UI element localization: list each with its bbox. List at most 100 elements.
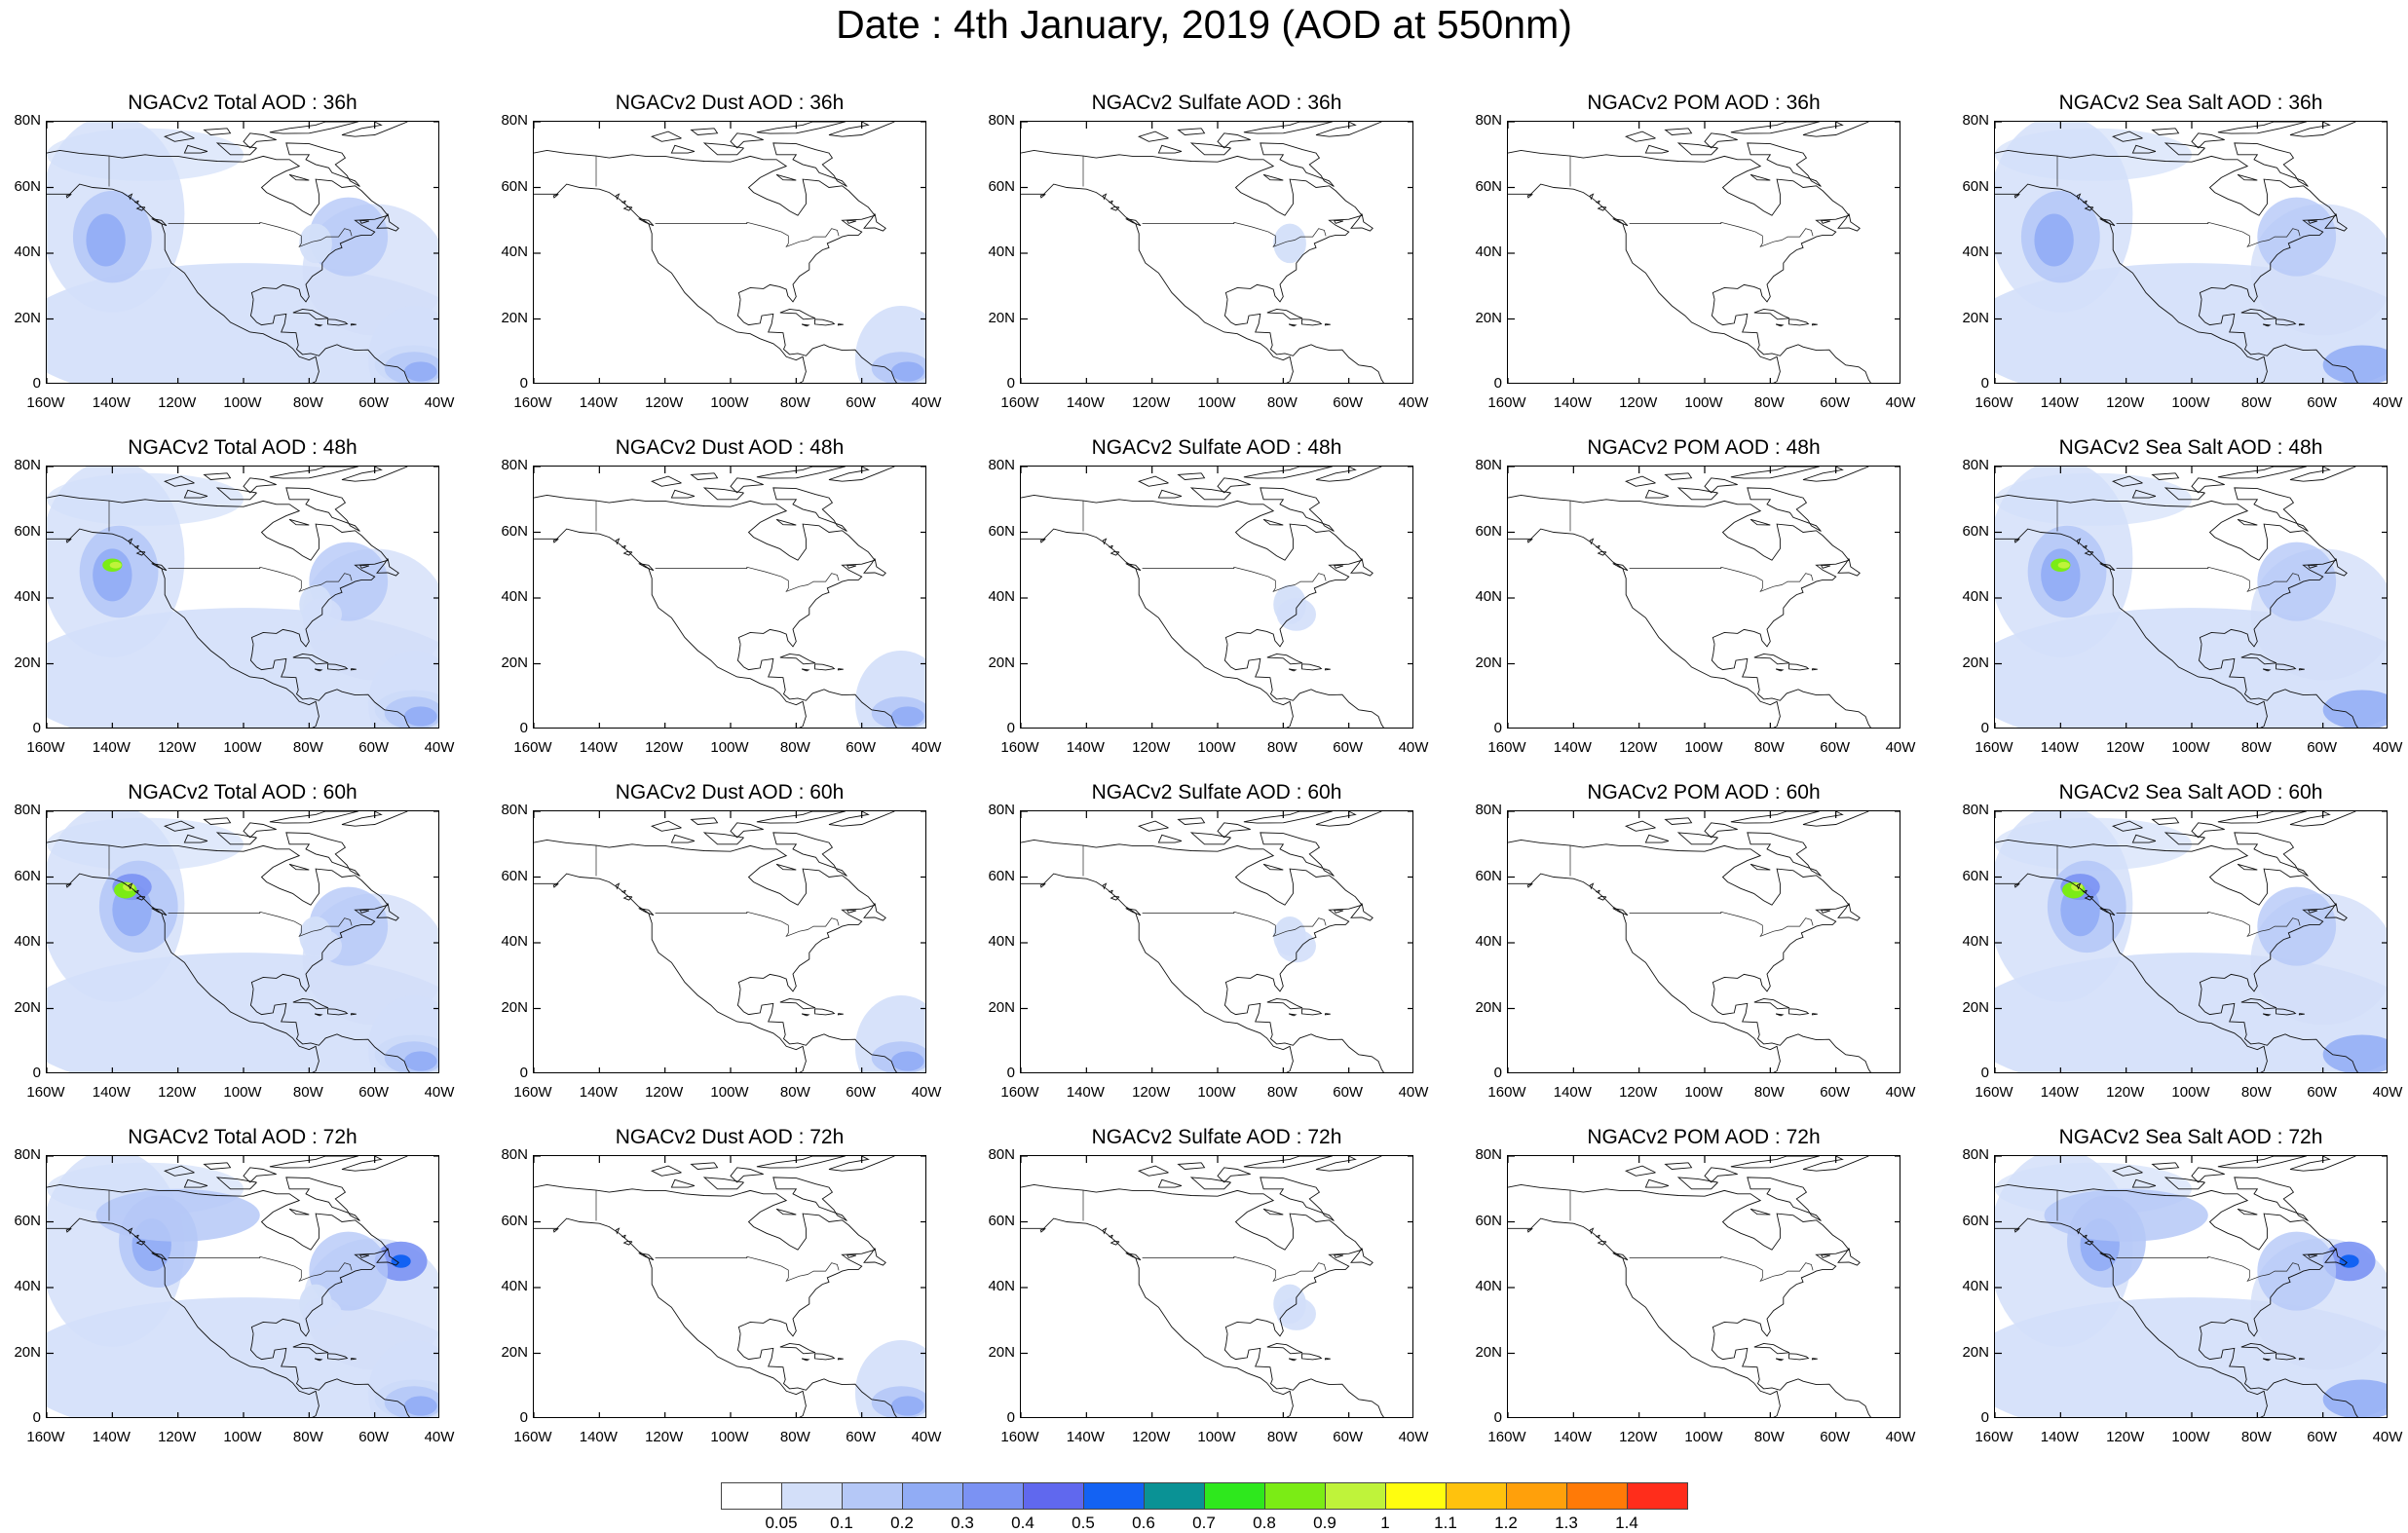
map-plot: [1021, 467, 1412, 728]
y-tick-label: 0: [32, 1409, 41, 1426]
colorbar-swatch: [962, 1482, 1024, 1510]
coastline: [47, 494, 389, 648]
coastline: [163, 475, 195, 487]
y-tick-label: 20N: [501, 654, 528, 671]
coastline: [269, 122, 358, 134]
x-tick-label: 160W: [26, 1084, 65, 1101]
aod-plume: [93, 548, 132, 602]
x-tick-label: 80W: [1753, 1084, 1785, 1101]
x-tick-label: 40W: [2372, 739, 2403, 756]
coastline: [2198, 989, 2358, 1072]
coastline: [1217, 1167, 1251, 1183]
coastline: [1301, 318, 1323, 326]
aod-plume: [302, 1297, 342, 1330]
coastline: [1334, 219, 1344, 224]
x-tick-label: 40W: [1885, 739, 1916, 756]
x-tick-label: 100W: [710, 1084, 749, 1101]
coastline: [1753, 308, 1790, 320]
coastline: [621, 1234, 626, 1239]
coastline: [2198, 644, 2358, 728]
coastline: [1350, 558, 1373, 577]
coastline: [243, 822, 277, 839]
coastline: [1350, 1248, 1373, 1266]
coastline: [2082, 200, 2088, 205]
y-tick-label: 0: [1493, 720, 1502, 736]
colorbar-swatch: [1446, 1482, 1507, 1510]
aod-plume: [2322, 1379, 2387, 1417]
x-tick-label: 100W: [1684, 394, 1723, 411]
coastline: [1021, 183, 1294, 383]
x-tick-label: 140W: [579, 394, 618, 411]
coastline: [2276, 1353, 2297, 1361]
coastline: [847, 564, 857, 569]
map-panel: [533, 810, 926, 1073]
y-tick-label: 60N: [501, 522, 528, 540]
x-tick-label: 40W: [1885, 1429, 1916, 1445]
coastline: [350, 1358, 357, 1361]
y-tick-label: 60N: [1475, 177, 1502, 195]
x-tick-label: 160W: [1487, 1084, 1526, 1101]
coastline: [2298, 1013, 2305, 1016]
coastline: [2163, 487, 2205, 501]
coastline: [615, 538, 621, 545]
coastline: [2276, 318, 2297, 326]
map-panel: [1994, 1155, 2388, 1418]
x-tick-label: 140W: [2040, 739, 2079, 756]
coastline: [1334, 564, 1344, 569]
coastline: [2013, 193, 2020, 199]
x-tick-label: 40W: [911, 1084, 942, 1101]
x-tick-label: 40W: [424, 1084, 455, 1101]
map-panel: [533, 466, 926, 729]
x-tick-label: 160W: [1000, 1429, 1039, 1445]
colorbar-swatch: [1204, 1482, 1265, 1510]
y-tick-label: 80N: [1475, 802, 1502, 818]
coastline: [863, 213, 886, 232]
coastline: [621, 889, 626, 894]
coastline: [2240, 997, 2277, 1010]
coastline: [2013, 882, 2020, 888]
coastline: [670, 834, 696, 843]
coastline: [622, 206, 633, 211]
x-tick-label: 120W: [1619, 394, 1658, 411]
map-panel: [1507, 121, 1900, 384]
coastline: [837, 668, 844, 671]
x-tick-label: 60W: [2307, 1429, 2338, 1445]
colorbar-swatch: [1144, 1482, 1205, 1510]
x-tick-label: 80W: [2240, 739, 2272, 756]
map-plot: [534, 811, 925, 1072]
coastline: [1508, 839, 1850, 992]
coastline: [2131, 144, 2157, 154]
coastline: [1334, 909, 1344, 914]
coastline: [756, 811, 846, 824]
map-plot: [1508, 1156, 1900, 1417]
coastline: [1526, 882, 1533, 888]
y-tick-label: 60N: [501, 867, 528, 884]
y-tick-label: 0: [519, 1409, 528, 1426]
y-tick-label: 60N: [501, 1212, 528, 1229]
y-tick-label: 0: [519, 720, 528, 736]
coastline: [47, 873, 320, 1072]
y-tick-label: 40N: [501, 588, 528, 605]
coastline: [1157, 1178, 1183, 1188]
coastline: [534, 183, 807, 383]
coastline: [690, 1162, 719, 1170]
coastline: [1110, 550, 1120, 556]
coastline: [1644, 489, 1670, 499]
country-border: [1142, 566, 1327, 592]
y-tick-label: 80N: [988, 802, 1015, 818]
x-tick-label: 60W: [1333, 739, 1364, 756]
colorbar-swatch: [1023, 1482, 1084, 1510]
y-tick-label: 60N: [1962, 867, 1989, 884]
y-tick-label: 40N: [988, 588, 1015, 605]
aod-plume: [890, 361, 924, 382]
x-tick-label: 80W: [1266, 1084, 1298, 1101]
colorbar-label: 1.3: [1555, 1514, 1578, 1532]
coastline: [1995, 1217, 2268, 1417]
coastline: [1315, 811, 1382, 827]
x-tick-label: 120W: [1132, 1084, 1171, 1101]
x-tick-label: 60W: [2307, 1084, 2338, 1101]
coastline: [1039, 538, 1046, 543]
y-tick-label: 80N: [988, 1146, 1015, 1163]
coastline: [534, 1217, 807, 1417]
y-tick-label: 80N: [988, 112, 1015, 129]
